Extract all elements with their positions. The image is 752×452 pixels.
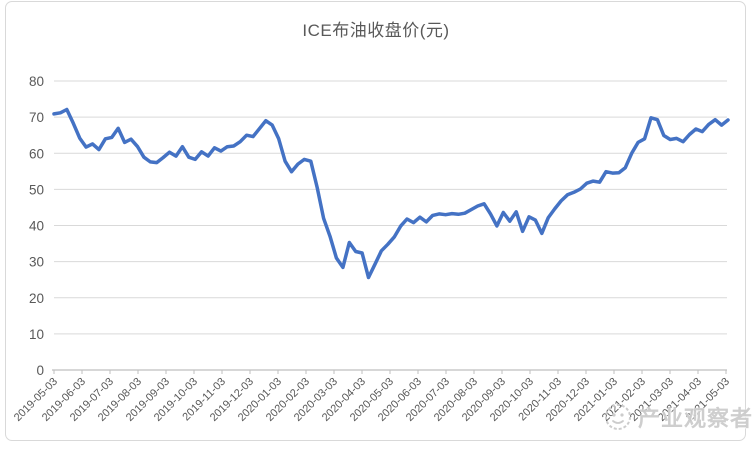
- chart-title: ICE布油收盘价(元): [302, 21, 450, 40]
- y-axis-label: 60: [29, 146, 44, 161]
- y-axis-label: 80: [29, 74, 44, 89]
- y-axis-label: 10: [29, 327, 44, 342]
- y-axis-label: 50: [29, 182, 44, 197]
- chart-card: [5, 1, 746, 441]
- y-axis-label: 40: [29, 219, 44, 234]
- y-axis-label: 30: [29, 255, 44, 270]
- y-axis-label: 0: [36, 363, 44, 378]
- y-axis-label: 70: [29, 110, 44, 125]
- price-line: [52, 107, 730, 280]
- y-axis-label: 20: [29, 291, 44, 306]
